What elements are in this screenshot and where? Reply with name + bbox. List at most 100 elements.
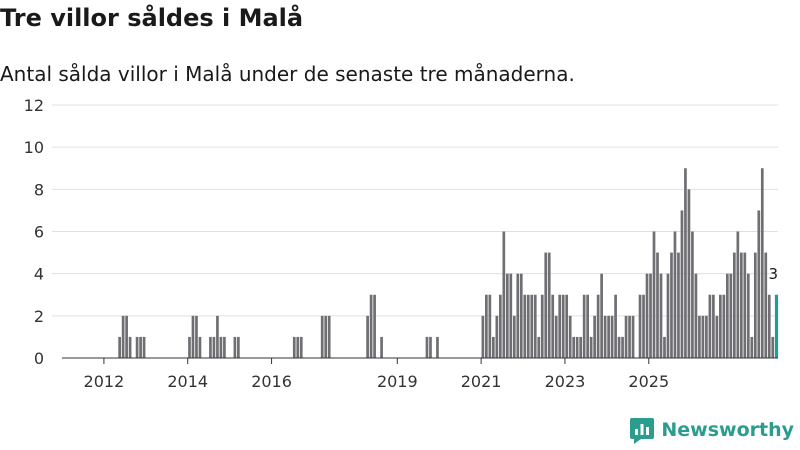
last-value-label: 3 [768,265,778,283]
bar [366,315,369,358]
bar [530,294,534,358]
bar [722,294,726,358]
bar [299,336,303,358]
bar [135,336,139,358]
bar [767,294,771,358]
bar [485,294,488,358]
bar [533,294,537,358]
bar [705,315,708,358]
bar [732,252,736,358]
bar [596,294,600,358]
bar [631,315,635,358]
bar [746,273,750,358]
bar [292,336,296,358]
bar [753,252,757,358]
bar [142,336,146,358]
bar [198,336,202,358]
bar [526,294,530,358]
bar [195,315,198,358]
bar [492,336,495,358]
newsworthy-brand: Newsworthy [629,416,794,444]
bar [558,294,562,358]
bar [369,294,373,358]
bar [691,231,694,358]
bar [593,315,596,358]
bar [233,336,237,358]
x-tick-label: 2014 [167,372,208,391]
bar [617,336,621,358]
bar [436,336,439,358]
x-tick-label: 2016 [251,372,292,391]
y-tick-label: 2 [34,307,44,326]
bar-chart: 0 2 4 6 8 10 12 3 2012 2014 2016 2019 2021 2023 2025 [24,96,779,391]
bar [516,273,520,358]
bar [565,294,569,358]
bar [481,315,485,358]
bar [645,273,649,358]
bar [764,252,768,358]
bar [579,336,583,358]
x-tick-label: 2025 [628,372,669,391]
bar [540,294,544,358]
bar [519,273,523,358]
bar [624,315,628,358]
bar [380,336,383,358]
bar [698,315,701,358]
bar [561,294,565,358]
bar [743,252,747,358]
bar [642,294,645,358]
bar [670,252,673,358]
bar [736,231,740,358]
bar [554,315,558,358]
bar [589,336,593,358]
newsworthy-logo-icon [630,418,655,444]
bar [209,336,212,358]
bar [216,315,219,358]
bar [663,336,666,358]
bar [694,273,698,358]
bar [121,315,125,358]
bar [760,168,764,358]
bar [687,189,691,358]
bar [600,273,603,358]
bar [327,315,331,358]
x-tick-label: 2012 [84,372,125,391]
bar [296,336,300,358]
y-tick-label: 0 [34,349,44,368]
bar [544,252,548,358]
bar [603,315,607,358]
bar [118,336,121,358]
x-tick-label: 2019 [377,372,418,391]
x-tick-label: 2021 [461,372,502,391]
bar [373,294,376,358]
bar [739,252,743,358]
y-tick-label: 4 [34,265,44,284]
bar [614,294,617,358]
bar [666,273,670,358]
bar-highlight [774,294,779,358]
page-title: Tre villor såldes i Malå [0,4,304,32]
bar [729,273,733,358]
y-tick-label: 12 [24,96,44,115]
bar [701,315,705,358]
x-tick-label: 2023 [545,372,586,391]
bar [607,315,610,358]
bar [498,294,502,358]
bar [628,315,631,358]
bar [708,294,712,358]
y-tick-label: 8 [34,180,44,199]
y-tick-label: 6 [34,223,44,242]
bar [488,294,492,358]
bar [537,336,541,358]
bar [610,315,614,358]
bar [223,336,226,358]
bar [712,294,715,358]
bar [512,315,516,358]
bar [505,273,509,358]
bar [237,336,240,358]
brand-name: Newsworthy [661,419,794,441]
bar [425,336,429,358]
bar [586,294,589,358]
bar [715,315,719,358]
bar [523,294,527,358]
